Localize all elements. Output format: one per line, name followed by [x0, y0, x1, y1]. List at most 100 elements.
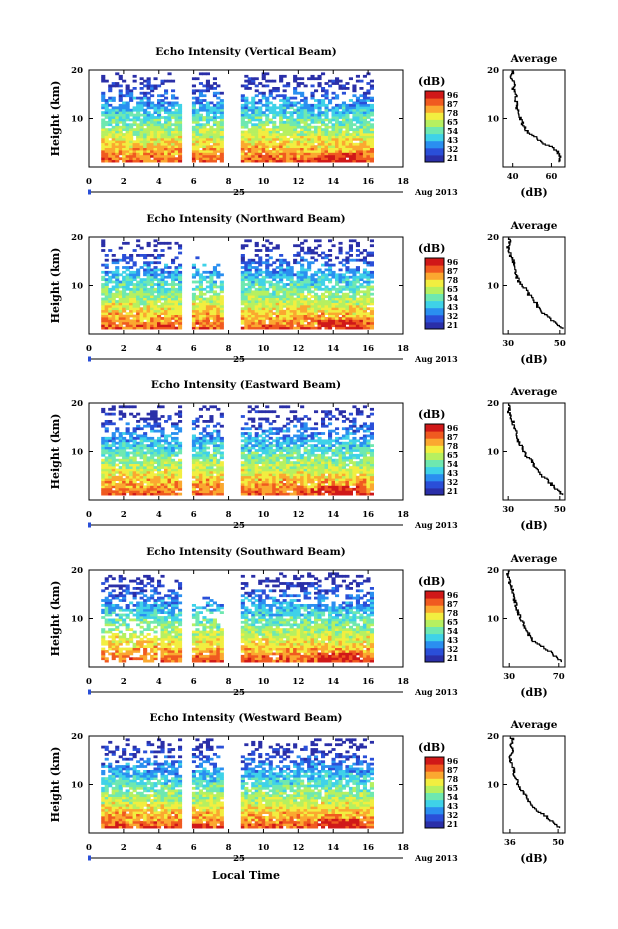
heatmap-cell	[111, 405, 116, 409]
heatmap-cell	[258, 422, 263, 426]
heatmap-cell	[146, 147, 151, 151]
heatmap-cell	[178, 420, 183, 423]
heatmap-cell	[160, 483, 165, 486]
heatmap-cell	[289, 157, 294, 161]
heatmap-cell	[101, 77, 106, 81]
heatmap-cell	[307, 251, 312, 255]
heatmap-cell	[132, 278, 137, 281]
heatmap-cell	[352, 89, 357, 93]
heatmap-cell	[146, 483, 151, 486]
heatmap-cell	[307, 317, 312, 320]
heatmap-cell	[139, 436, 144, 440]
heatmap-cell	[279, 137, 284, 141]
heatmap-cell	[146, 120, 151, 124]
heatmap-cell	[198, 492, 203, 496]
heatmap-cell	[111, 275, 116, 279]
heatmap-cell	[111, 483, 116, 486]
heatmap-cell	[275, 87, 280, 90]
heatmap-cell	[108, 280, 113, 284]
heatmap-cell	[307, 280, 312, 284]
heatmap-cell	[108, 135, 113, 139]
heatmap-cell	[345, 251, 350, 255]
heatmap-cell	[321, 111, 326, 114]
heatmap-cell	[282, 140, 287, 144]
heatmap-cell	[160, 140, 165, 144]
heatmap-cell	[198, 113, 203, 117]
heatmap-cell	[111, 82, 116, 85]
heatmap-cell	[157, 120, 162, 124]
heatmap-cell	[366, 99, 371, 102]
heatmap-cell	[310, 150, 315, 153]
heatmap-cell	[202, 405, 207, 409]
panel-2	[88, 236, 566, 362]
heatmap-cell	[345, 261, 350, 265]
heatmap-cell	[251, 475, 256, 479]
heatmap-cell	[341, 150, 346, 153]
heatmap-cell	[331, 113, 336, 117]
heatmap-cell	[275, 285, 280, 289]
heatmap-cell	[136, 150, 141, 153]
heatmap-cell	[286, 123, 291, 127]
heatmap-cell	[355, 312, 360, 315]
heatmap-cell	[118, 436, 123, 440]
heatmap-cell	[146, 142, 151, 146]
heatmap-cell	[139, 449, 144, 452]
heatmap-cell	[178, 275, 183, 279]
heatmap-cell	[104, 492, 109, 496]
heatmap-cell	[132, 300, 137, 303]
heatmap-cell	[296, 82, 301, 85]
heatmap-cell	[310, 302, 315, 306]
heatmap-cell	[244, 111, 249, 114]
heatmap-cell	[282, 103, 287, 107]
heatmap-cell	[209, 116, 214, 119]
colorbar-segment	[425, 300, 444, 303]
colorbar-segment	[425, 309, 444, 312]
heatmap-cell	[191, 273, 196, 277]
colorbar-segment	[425, 259, 444, 263]
heatmap-cell	[321, 133, 326, 136]
heatmap-cell	[265, 449, 270, 452]
heatmap-cell	[111, 463, 116, 467]
heatmap-cell	[268, 307, 273, 311]
heatmap-cell	[247, 417, 252, 421]
heatmap-cell	[115, 113, 120, 117]
heatmap-cell	[122, 297, 127, 301]
heatmap-cell	[279, 446, 284, 450]
heatmap-cell	[240, 133, 245, 136]
heatmap-cell	[254, 125, 259, 129]
heatmap-cell	[275, 137, 280, 141]
heatmap-cell	[125, 103, 130, 107]
heatmap-cell	[212, 120, 217, 124]
heatmap-cell	[115, 295, 120, 298]
heatmap-cell	[247, 292, 252, 296]
heatmap-cell	[205, 120, 210, 124]
heatmap-cell	[247, 314, 252, 318]
heatmap-cell	[303, 297, 308, 301]
heatmap-cell	[202, 147, 207, 151]
heatmap-cell	[101, 314, 106, 318]
heatmap-cell	[314, 137, 319, 141]
heatmap-cell	[136, 485, 141, 489]
heatmap-cell	[115, 128, 120, 131]
heatmap-cell	[258, 321, 263, 325]
heatmap-cell	[307, 324, 312, 328]
heatmap-cell	[355, 317, 360, 320]
heatmap-cell	[251, 108, 256, 112]
heatmap-cell	[272, 483, 277, 486]
heatmap-cell	[191, 108, 196, 112]
heatmap-cell	[258, 99, 263, 102]
heatmap-cell	[146, 302, 151, 306]
heatmap-cell	[282, 304, 287, 308]
heatmap-cell	[118, 326, 123, 330]
heatmap-cell	[338, 300, 343, 303]
heatmap-cell	[108, 439, 113, 443]
heatmap-cell	[355, 266, 360, 269]
heatmap-cell	[366, 82, 371, 85]
heatmap-cell	[289, 103, 294, 107]
heatmap-cell	[324, 103, 329, 107]
heatmap-cell	[160, 317, 165, 320]
heatmap-cell	[359, 145, 364, 148]
heatmap-cell	[219, 446, 224, 450]
heatmap-cell	[108, 407, 113, 411]
heatmap-cell	[348, 312, 353, 315]
